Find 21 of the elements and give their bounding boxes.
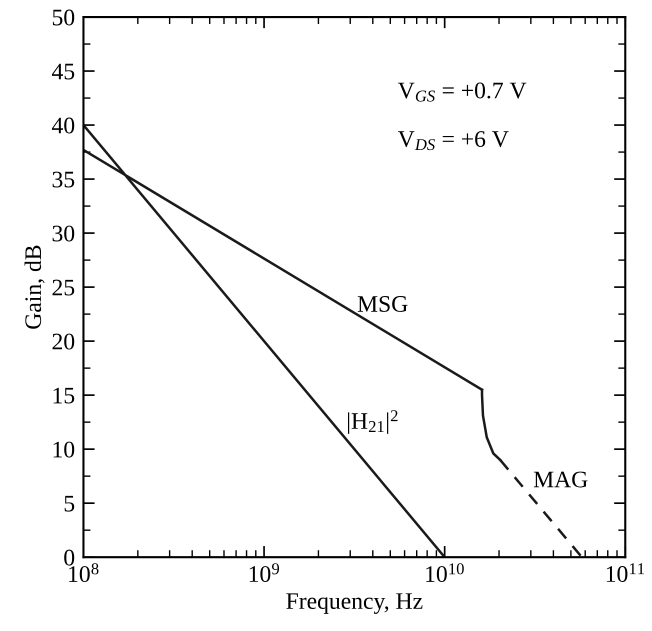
y-tick-label: 20 (52, 334, 74, 350)
annotation: V$_{GS}$ = +0.7 V (398, 82, 526, 102)
annotation: MSG (358, 296, 408, 312)
y-tick-label: 0 (64, 550, 74, 566)
x-axis-title: Frequency, Hz (286, 593, 422, 614)
y-tick-label: 10 (54, 442, 74, 458)
y-axis-title: Gain, dB (24, 246, 45, 329)
annotation: MAG (534, 472, 588, 488)
x-tick-label: 10$^{10}$ (426, 563, 464, 582)
y-tick-label: 35 (52, 172, 74, 188)
y-tick-label: 5 (64, 496, 74, 512)
y-tick-label: 30 (52, 226, 74, 242)
annotation: |H$_{21}$|$^{2}$ (348, 410, 398, 434)
y-tick-label: 40 (52, 118, 74, 134)
annotation: V$_{DS}$ = +6 V (398, 131, 509, 150)
x-tick-label: 10$^{11}$ (606, 563, 644, 582)
y-tick-label: 25 (52, 280, 74, 296)
y-tick-label: 50 (52, 10, 74, 26)
x-tick-label: 10$^{9}$ (250, 563, 280, 582)
y-tick-label: 15 (54, 388, 74, 404)
y-tick-label: 45 (52, 64, 74, 80)
